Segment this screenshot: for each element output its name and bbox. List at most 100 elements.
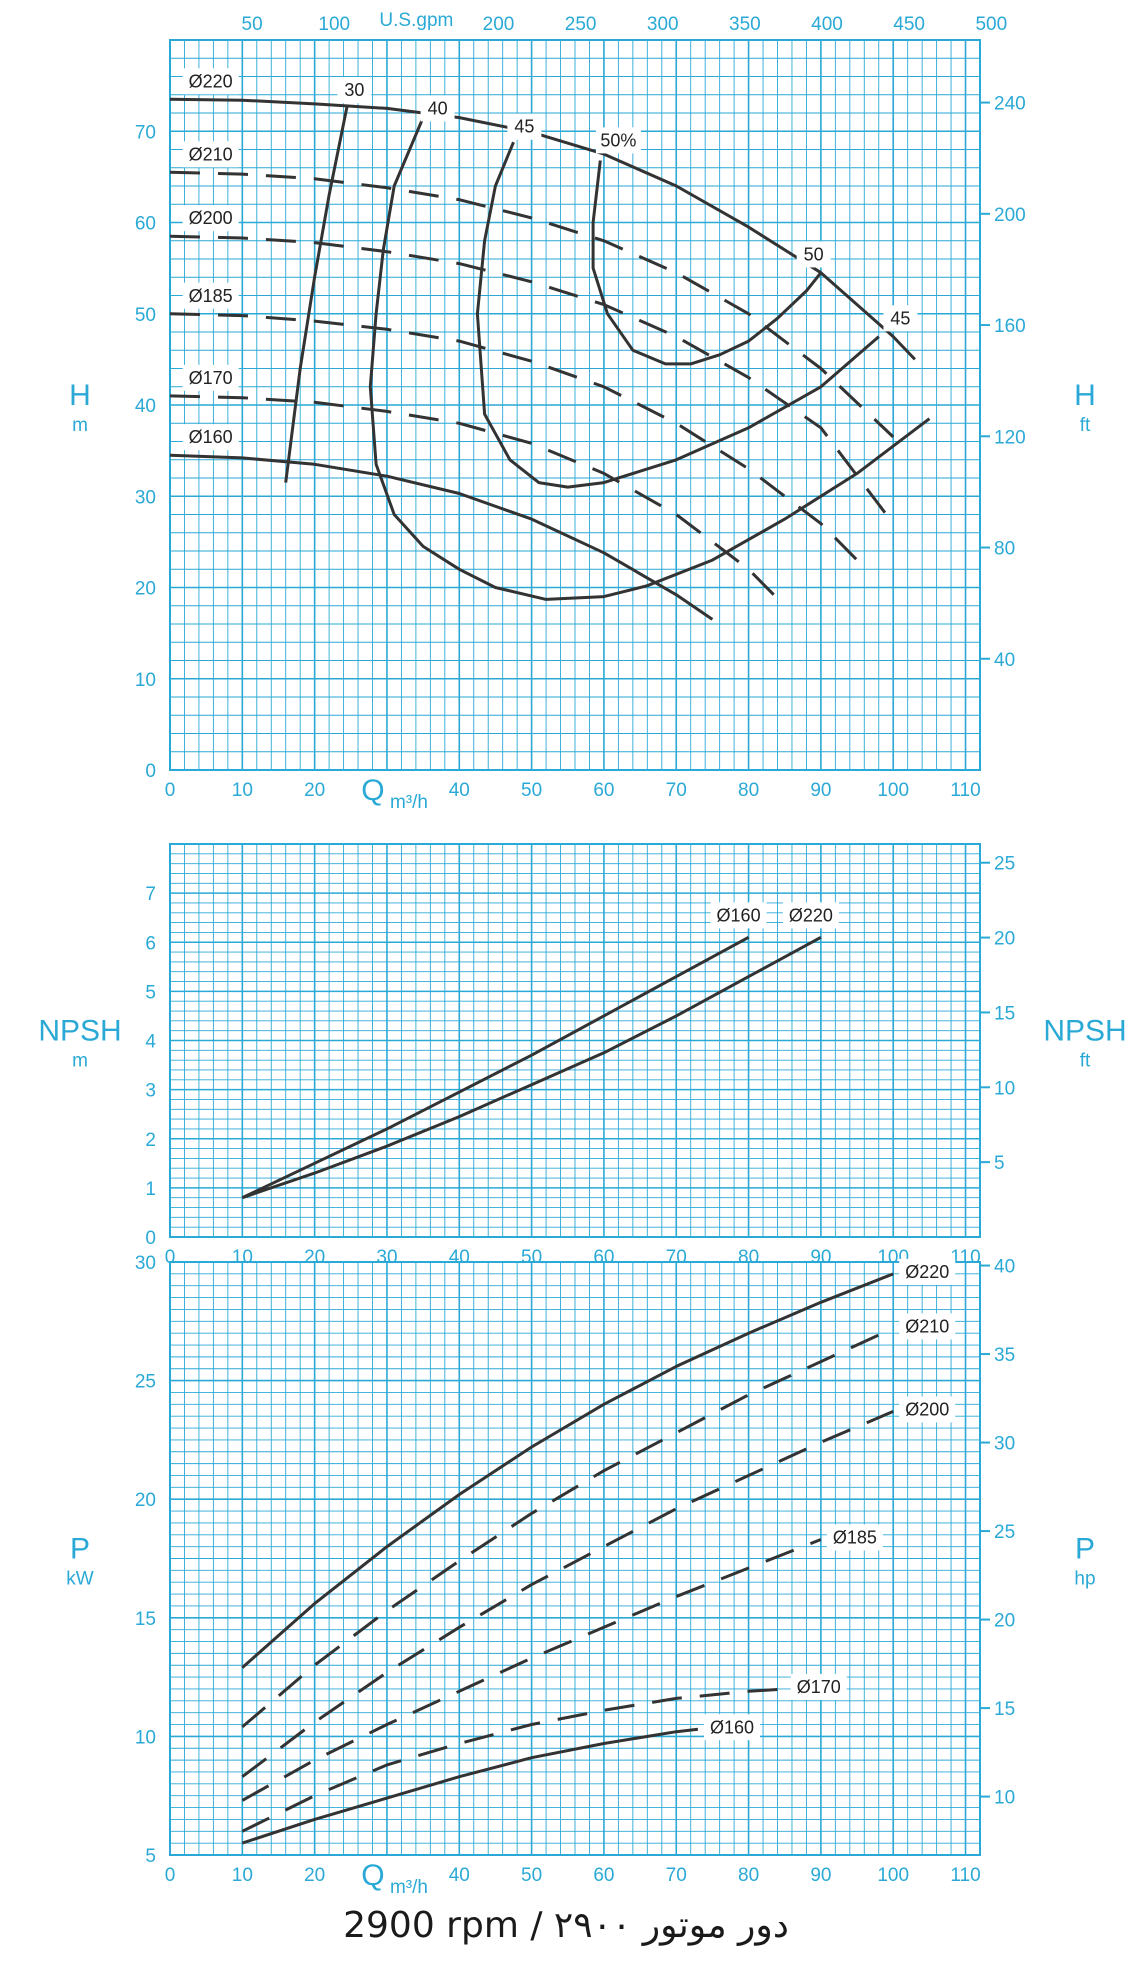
y2-axis-unit: ft: [1080, 1051, 1091, 1072]
x-axis-title: Q: [361, 1859, 384, 1892]
x-axis-unit: m³/h: [390, 1877, 428, 1898]
plot-border: [169, 39, 981, 771]
y-tick-label: 6: [145, 933, 156, 954]
series-group: [241, 935, 822, 1200]
efficiency-label-50-bg: [796, 241, 831, 268]
y2-tick-label: 80: [994, 539, 1015, 560]
series-label-170: Ø170: [797, 1677, 841, 1697]
y2-tick-label: 35: [994, 1345, 1015, 1366]
y-tick-label: 25: [135, 1372, 156, 1393]
x2-tick-label: 200: [483, 14, 515, 35]
x-tick-label: 20: [304, 1865, 325, 1886]
y-tick-label: 10: [135, 670, 156, 691]
series-label-200-bg: [899, 1396, 956, 1423]
series-line-185: [169, 312, 859, 562]
series-label-210-bg: [899, 1313, 956, 1340]
series-labels: Ø220 Ø210 Ø200 Ø185 Ø170 Ø160: [703, 1258, 956, 1741]
series-label-160: Ø160: [710, 1717, 754, 1737]
series-label-200: Ø200: [189, 208, 233, 228]
series-line-160: [241, 935, 750, 1200]
series-line-170: [169, 394, 786, 607]
efficiency-label-45: 45: [890, 308, 910, 328]
series-label-210: Ø210: [189, 144, 233, 164]
x-tick-label: 70: [666, 1865, 687, 1886]
series-label-220-bg: [782, 902, 839, 929]
efficiency-label-40: 40: [428, 98, 448, 118]
y2-tick-label: 25: [994, 854, 1015, 875]
y-tick-label: 50: [135, 305, 156, 326]
y2-tick-label: 20: [994, 1611, 1015, 1632]
efficiency-label-45: 45: [514, 117, 534, 137]
series-label-200-bg: [182, 205, 239, 232]
y2-tick-label: 40: [994, 650, 1015, 671]
y2-tick-label: 240: [994, 94, 1026, 115]
series-label-220: Ø220: [789, 905, 833, 925]
y-axis-unit: m: [72, 415, 88, 436]
series-label-160-bg: [710, 902, 767, 929]
plot-border: [169, 843, 981, 1238]
x-axis-unit: m³/h: [390, 792, 428, 813]
efficiency-curve-45: [475, 141, 880, 489]
grid: [169, 843, 981, 1238]
y-tick-label: 10: [135, 1727, 156, 1748]
series-label-220: Ø220: [905, 1262, 949, 1282]
x-tick-label: 0: [165, 780, 176, 801]
x-tick-label: 110: [950, 1865, 980, 1886]
series-label-170-bg: [182, 364, 239, 391]
series-label-210: Ø210: [905, 1316, 949, 1336]
series-label-220-bg: [899, 1258, 956, 1285]
y-tick-label: 30: [135, 1253, 156, 1274]
x-tick-label: 100: [877, 780, 909, 801]
series-line-160: [169, 453, 714, 621]
y2-axis-unit: hp: [1074, 1569, 1095, 1590]
y-axis-title: H: [69, 379, 91, 412]
series-label-160: Ø160: [717, 905, 761, 925]
y2-tick-label: 10: [994, 1788, 1015, 1809]
x2-tick-label: 450: [893, 14, 925, 35]
series-line-160: [241, 1727, 699, 1845]
efficiency-label-40-bg: [420, 95, 455, 122]
x2-tick-label: 400: [811, 14, 843, 35]
x-tick-label: 0: [165, 1247, 176, 1268]
series-label-170-bg: [790, 1673, 847, 1700]
x2-tick-label: 250: [565, 14, 597, 35]
y2-tick-label: 5: [994, 1153, 1005, 1174]
series-labels: Ø160 Ø220: [710, 902, 839, 929]
y-tick-label: 60: [135, 214, 156, 235]
x-tick-label: 80: [738, 780, 759, 801]
y-tick-label: 3: [145, 1081, 156, 1102]
efficiency-label-30-bg: [337, 77, 372, 104]
x-tick-label: 100: [877, 1865, 909, 1886]
x2-tick-label: 350: [729, 14, 761, 35]
x2-tick-label: 100: [318, 14, 350, 35]
series-line-200: [241, 1410, 894, 1778]
y-tick-label: 70: [135, 122, 156, 143]
y2-tick-label: 15: [994, 1699, 1015, 1720]
y-tick-label: 30: [135, 487, 156, 508]
series-label-185-bg: [826, 1524, 883, 1551]
y2-tick-label: 10: [994, 1078, 1015, 1099]
y-tick-label: 1: [145, 1179, 156, 1200]
series-labels: Ø220 Ø210 Ø200 Ø185 Ø170 Ø160 30 40 45 50% 50 45: [182, 68, 918, 451]
y-axis-unit: kW: [66, 1569, 94, 1590]
series-group: [169, 97, 931, 621]
series-group: [241, 1272, 894, 1845]
npsh-panel: 0 10 20 30 40 50 60 70 80 90 100 110012345675101520…: [38, 843, 1127, 1268]
y-tick-label: 2: [145, 1130, 156, 1151]
series-label-185: Ø185: [833, 1528, 877, 1548]
x2-axis-title: U.S.gpm: [379, 10, 453, 31]
x-tick-label: 60: [593, 780, 614, 801]
x-axis-title: Q: [361, 774, 384, 807]
x-tick-label: 50: [521, 1865, 542, 1886]
series-label-220-bg: [182, 68, 239, 95]
series-line-200: [169, 234, 895, 525]
y2-tick-label: 40: [994, 1257, 1015, 1278]
y2-tick-label: 20: [994, 929, 1015, 950]
x-tick-label: 10: [232, 1865, 253, 1886]
x-tick-label: 20: [304, 780, 325, 801]
y-axis-unit: m: [72, 1051, 88, 1072]
efficiency-curve-40: [368, 117, 931, 601]
efficiency-label-50-bg: [595, 127, 641, 154]
x2-tick-label: 50: [242, 14, 263, 35]
y-tick-label: 4: [145, 1032, 156, 1053]
